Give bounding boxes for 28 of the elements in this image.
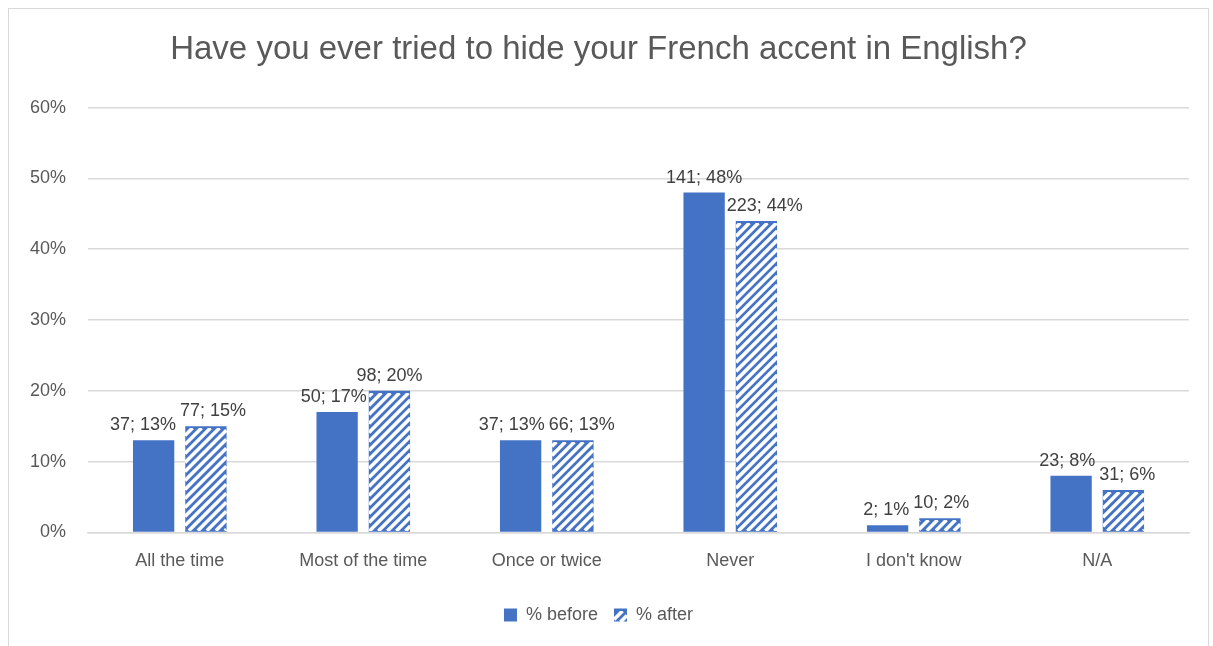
data-label: 37; 13%: [478, 414, 545, 435]
y-tick-label: 20%: [30, 379, 67, 400]
data-label: 77; 15%: [180, 400, 247, 421]
y-tick-label: 40%: [30, 238, 67, 259]
legend-label: % after: [636, 603, 694, 624]
data-label: 37; 13%: [110, 414, 177, 435]
y-tick-label: 30%: [30, 308, 67, 329]
data-label: 223; 44%: [726, 194, 803, 215]
data-label: 50; 17%: [300, 386, 367, 407]
data-label: 66; 13%: [548, 414, 615, 435]
x-tick-label: N/A: [1082, 550, 1113, 571]
data-label: 31; 6%: [1099, 463, 1156, 484]
data-label: 141; 48%: [666, 166, 743, 187]
y-tick-label: 50%: [30, 167, 67, 188]
y-tick-label: 60%: [30, 96, 67, 117]
data-label: 23; 8%: [1039, 449, 1096, 470]
y-tick-label: 10%: [30, 450, 67, 471]
x-tick-label: I don't know: [866, 550, 963, 571]
y-tick-label: 0%: [40, 521, 67, 542]
x-tick-label: Once or twice: [491, 550, 602, 571]
legend-label: % before: [525, 603, 599, 624]
data-label: 2; 1%: [863, 499, 910, 520]
chart-title: Have you ever tried to hide your French accent in English?: [170, 28, 1027, 66]
x-tick-label: Never: [706, 550, 755, 571]
x-tick-label: Most of the time: [299, 550, 428, 571]
data-label: 10; 2%: [913, 492, 970, 513]
x-tick-label: All the time: [135, 550, 225, 571]
data-label: 98; 20%: [356, 364, 423, 385]
